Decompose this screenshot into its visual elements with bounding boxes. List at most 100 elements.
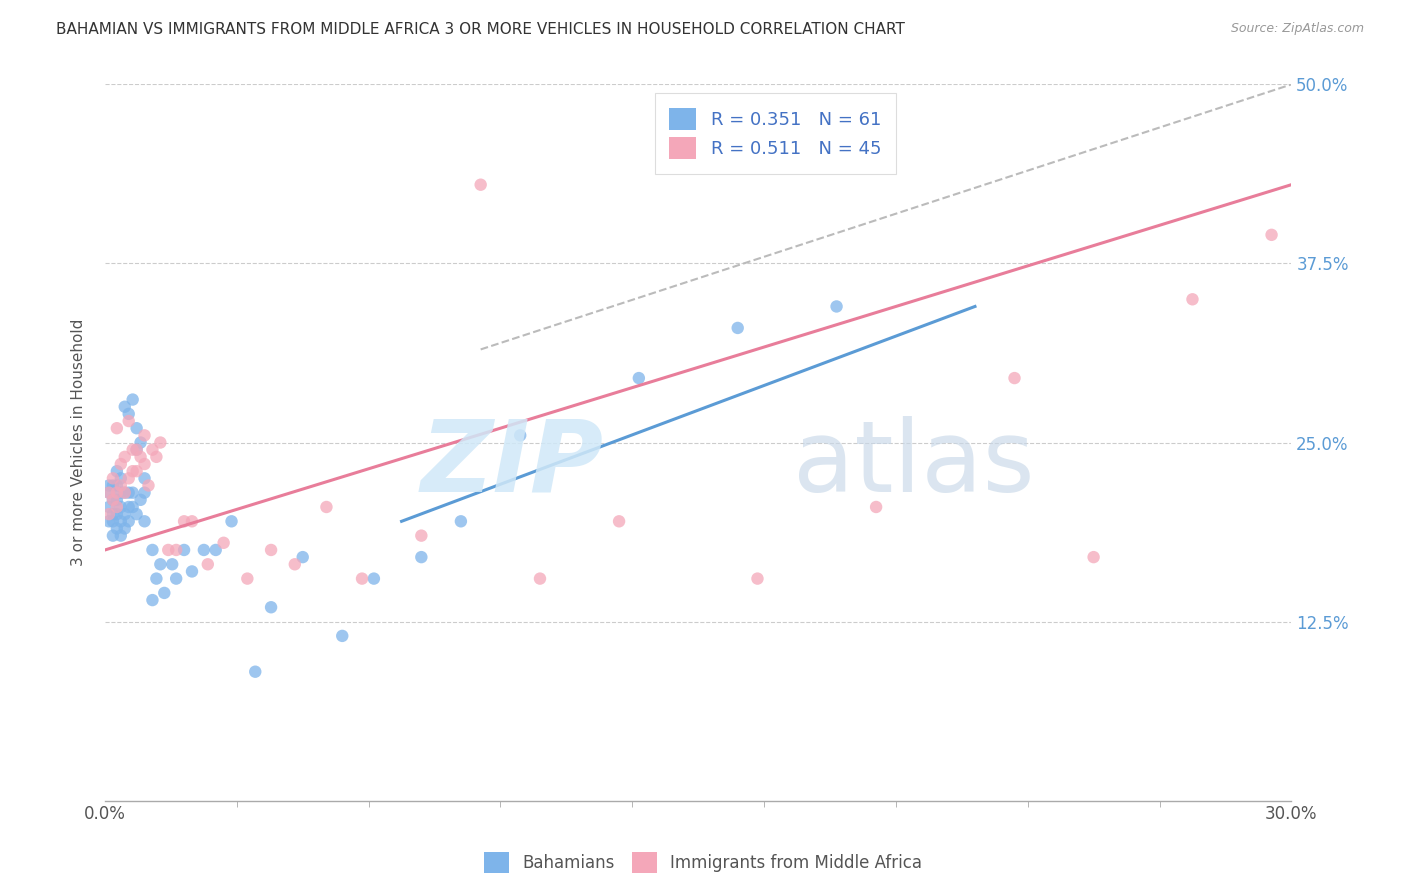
Legend: R = 0.351   N = 61, R = 0.511   N = 45: R = 0.351 N = 61, R = 0.511 N = 45	[655, 94, 896, 174]
Point	[145, 572, 167, 586]
Point	[125, 421, 148, 435]
Point	[118, 407, 141, 421]
Point	[181, 514, 204, 528]
Point	[97, 485, 120, 500]
Point	[129, 492, 152, 507]
Point	[260, 543, 283, 558]
Point	[149, 435, 172, 450]
Point	[245, 665, 267, 679]
Point	[181, 565, 204, 579]
Point	[97, 500, 120, 514]
Point	[330, 629, 353, 643]
Point	[221, 514, 243, 528]
Text: atlas: atlas	[793, 416, 1035, 513]
Point	[121, 392, 143, 407]
Point	[470, 178, 492, 192]
Point	[529, 572, 551, 586]
Point	[149, 558, 172, 572]
Point	[114, 450, 136, 464]
Point	[110, 471, 132, 485]
Point	[212, 536, 235, 550]
Point	[110, 478, 132, 492]
Point	[118, 514, 141, 528]
Y-axis label: 3 or more Vehicles in Household: 3 or more Vehicles in Household	[72, 318, 86, 566]
Point	[138, 478, 160, 492]
Point	[114, 485, 136, 500]
Point	[97, 514, 120, 528]
Point	[118, 414, 141, 428]
Point	[173, 514, 195, 528]
Point	[260, 600, 283, 615]
Point	[105, 492, 128, 507]
Point	[173, 543, 195, 558]
Point	[118, 471, 141, 485]
Text: ZIP: ZIP	[420, 416, 603, 513]
Point	[110, 457, 132, 471]
Point	[197, 558, 219, 572]
Point	[121, 464, 143, 478]
Point	[141, 593, 163, 607]
Point	[1004, 371, 1026, 385]
Point	[121, 500, 143, 514]
Point	[1181, 293, 1204, 307]
Point	[134, 471, 156, 485]
Point	[1083, 550, 1105, 565]
Point	[291, 550, 314, 565]
Point	[165, 543, 187, 558]
Point	[153, 586, 176, 600]
Point	[129, 450, 152, 464]
Point	[97, 478, 120, 492]
Point	[101, 492, 124, 507]
Point	[145, 450, 167, 464]
Point	[101, 492, 124, 507]
Point	[105, 478, 128, 492]
Point	[110, 528, 132, 542]
Legend: Bahamians, Immigrants from Middle Africa: Bahamians, Immigrants from Middle Africa	[478, 846, 928, 880]
Point	[193, 543, 215, 558]
Point	[450, 514, 472, 528]
Point	[101, 507, 124, 521]
Point	[160, 558, 183, 572]
Point	[114, 400, 136, 414]
Point	[97, 485, 120, 500]
Point	[236, 572, 259, 586]
Point	[97, 507, 120, 521]
Point	[825, 300, 848, 314]
Point	[110, 514, 132, 528]
Point	[607, 514, 630, 528]
Point	[118, 485, 141, 500]
Point	[134, 428, 156, 442]
Point	[105, 507, 128, 521]
Point	[865, 500, 887, 514]
Point	[411, 528, 433, 542]
Point	[165, 572, 187, 586]
Point	[727, 321, 749, 335]
Point	[105, 464, 128, 478]
Point	[411, 550, 433, 565]
Point	[105, 500, 128, 514]
Point	[101, 528, 124, 542]
Point	[101, 478, 124, 492]
Point	[105, 521, 128, 535]
Point	[284, 558, 307, 572]
Point	[363, 572, 385, 586]
Point	[121, 442, 143, 457]
Point	[121, 485, 143, 500]
Point	[114, 521, 136, 535]
Point	[105, 421, 128, 435]
Text: Source: ZipAtlas.com: Source: ZipAtlas.com	[1230, 22, 1364, 36]
Point	[129, 435, 152, 450]
Point	[101, 514, 124, 528]
Point	[747, 572, 769, 586]
Point	[114, 507, 136, 521]
Point	[134, 514, 156, 528]
Point	[1260, 227, 1282, 242]
Point	[315, 500, 337, 514]
Point	[141, 442, 163, 457]
Point	[125, 464, 148, 478]
Point	[204, 543, 226, 558]
Point	[110, 485, 132, 500]
Point	[101, 471, 124, 485]
Point	[125, 442, 148, 457]
Point	[627, 371, 650, 385]
